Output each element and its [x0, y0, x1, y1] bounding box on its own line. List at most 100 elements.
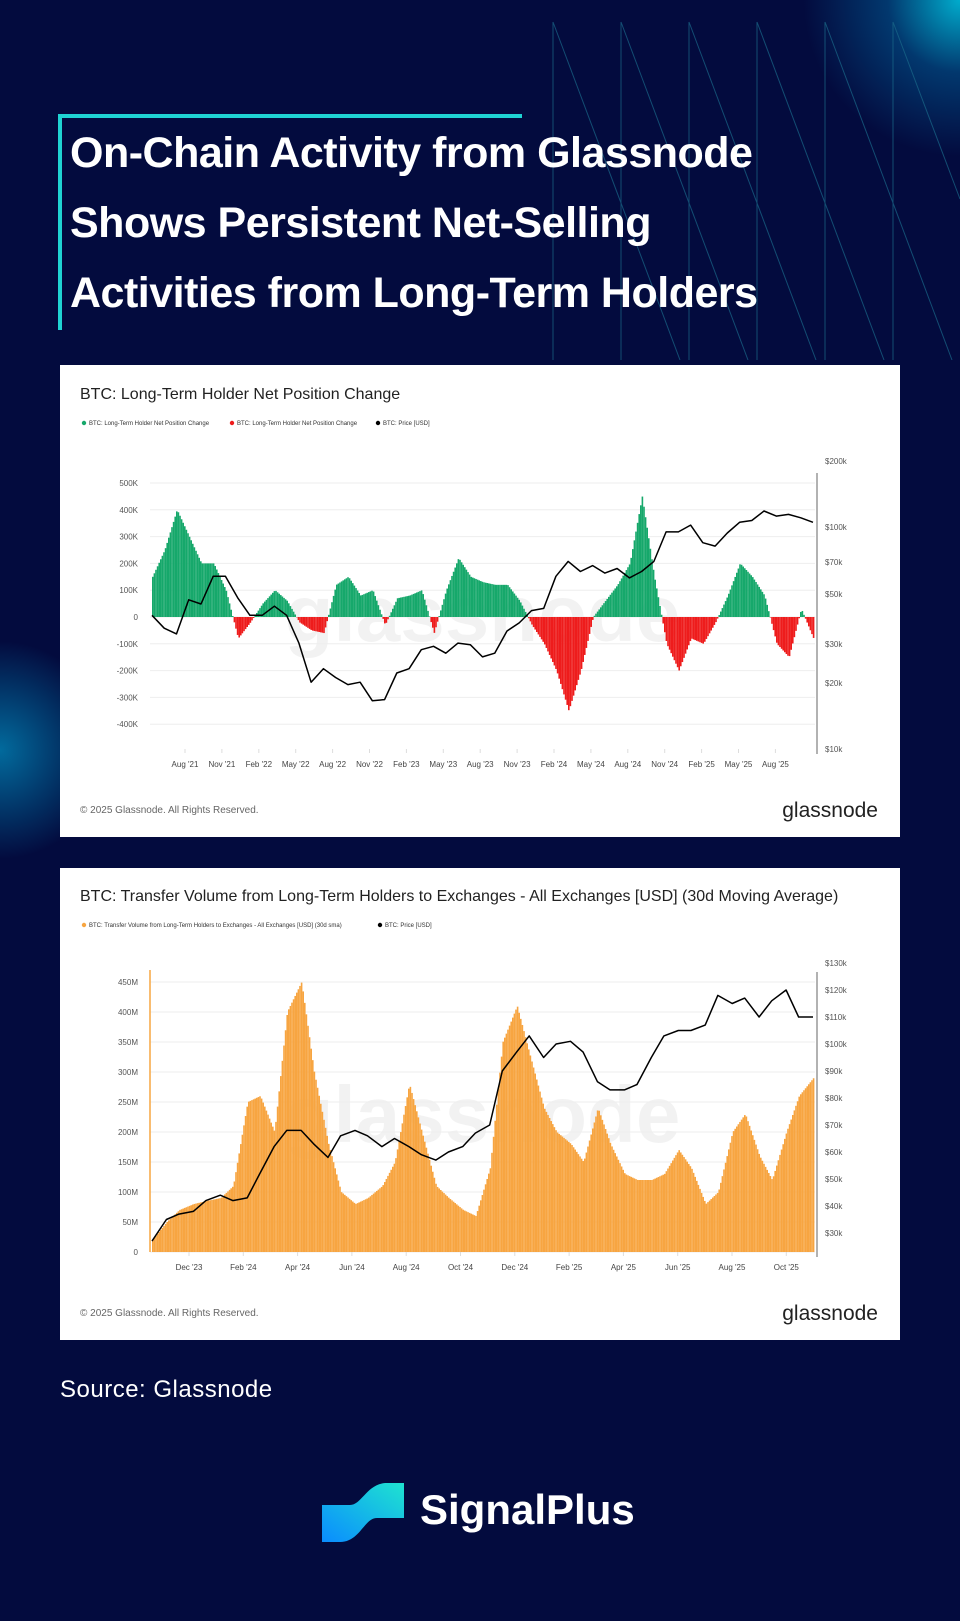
bar	[179, 515, 181, 617]
bar	[720, 611, 722, 617]
bar	[214, 566, 216, 617]
bar	[406, 596, 408, 617]
bar	[696, 617, 698, 641]
bar	[273, 1130, 276, 1252]
bar	[164, 548, 167, 617]
brand-name: SignalPlus	[420, 1486, 635, 1533]
bar	[656, 1177, 658, 1252]
bar	[494, 1120, 496, 1252]
bar	[582, 1161, 584, 1252]
bar	[227, 597, 229, 617]
bar	[283, 597, 285, 617]
y-left-tick: 300M	[118, 1068, 138, 1077]
bar	[278, 1091, 280, 1252]
bar	[572, 1147, 575, 1252]
bar	[604, 1129, 607, 1252]
bar	[796, 617, 799, 625]
bar	[424, 599, 426, 617]
bar	[350, 580, 352, 617]
bar	[516, 597, 519, 617]
bar	[443, 1193, 445, 1252]
chart-net-position: BTC: Long-Term Holder Net Position Chang…	[80, 386, 878, 822]
bar	[296, 992, 298, 1252]
bar	[340, 581, 343, 617]
bar	[302, 991, 304, 1252]
bar	[163, 1225, 165, 1252]
bar	[323, 1119, 325, 1252]
bar	[592, 1128, 594, 1252]
bar	[673, 617, 676, 661]
bar	[371, 590, 373, 617]
bar	[742, 1117, 744, 1252]
bar	[768, 611, 770, 617]
bar	[184, 1207, 186, 1252]
bar	[596, 1110, 599, 1252]
bar	[518, 599, 520, 617]
bar	[177, 1211, 180, 1252]
bar	[569, 1143, 572, 1252]
bar	[289, 606, 292, 617]
bar	[444, 1194, 447, 1252]
bar	[208, 1200, 210, 1252]
bar	[180, 519, 183, 617]
bar	[240, 1144, 242, 1252]
bar	[366, 592, 368, 617]
bar	[265, 599, 268, 617]
bar	[316, 1087, 319, 1252]
bar	[216, 569, 218, 617]
x-tick: May '23	[429, 760, 457, 769]
bar	[203, 1201, 205, 1252]
bar	[400, 1132, 402, 1252]
bar	[424, 1141, 426, 1252]
bar	[380, 614, 383, 617]
bar	[526, 1043, 528, 1252]
bar	[504, 1037, 506, 1252]
bar	[228, 603, 231, 617]
bar	[401, 597, 404, 617]
bar	[275, 1121, 277, 1252]
bar	[632, 1177, 634, 1252]
copyright: © 2025 Glassnode. All Rights Reserved.	[80, 805, 259, 816]
bar	[171, 1217, 173, 1252]
bar	[515, 1009, 517, 1252]
bar	[686, 617, 688, 650]
bar	[324, 1127, 327, 1252]
y-left-tick: 200K	[119, 559, 138, 568]
bar	[568, 1141, 570, 1252]
bar	[193, 1203, 196, 1252]
chart-transfer-volume: BTC: Transfer Volume from Long-Term Hold…	[80, 888, 878, 1325]
bar	[315, 1079, 317, 1252]
bar	[454, 1203, 456, 1252]
bar	[729, 1142, 732, 1252]
bar	[260, 1098, 263, 1252]
bar	[716, 1192, 719, 1252]
bar	[689, 617, 692, 642]
bar	[764, 1166, 767, 1252]
bar	[804, 1088, 807, 1252]
bar	[464, 567, 466, 617]
bar	[427, 610, 429, 617]
bar	[796, 1101, 799, 1252]
bar	[803, 614, 805, 617]
bar	[268, 1118, 271, 1252]
bar	[784, 617, 786, 653]
bar	[220, 580, 223, 617]
bar	[446, 1196, 448, 1252]
bar	[436, 617, 439, 622]
bar	[478, 580, 480, 617]
y-left-tick: -300K	[117, 693, 139, 702]
bar	[729, 589, 732, 617]
bar	[316, 617, 319, 632]
bar	[608, 596, 610, 617]
bar	[473, 1215, 476, 1252]
bar	[569, 617, 572, 707]
bar	[396, 1149, 399, 1252]
x-tick: Apr '24	[285, 1263, 311, 1272]
bar	[595, 1116, 597, 1252]
bar	[560, 1135, 562, 1252]
bar	[185, 529, 188, 617]
bar	[499, 1072, 501, 1252]
bar	[444, 593, 447, 617]
bar	[256, 1097, 258, 1252]
bar	[764, 598, 767, 617]
